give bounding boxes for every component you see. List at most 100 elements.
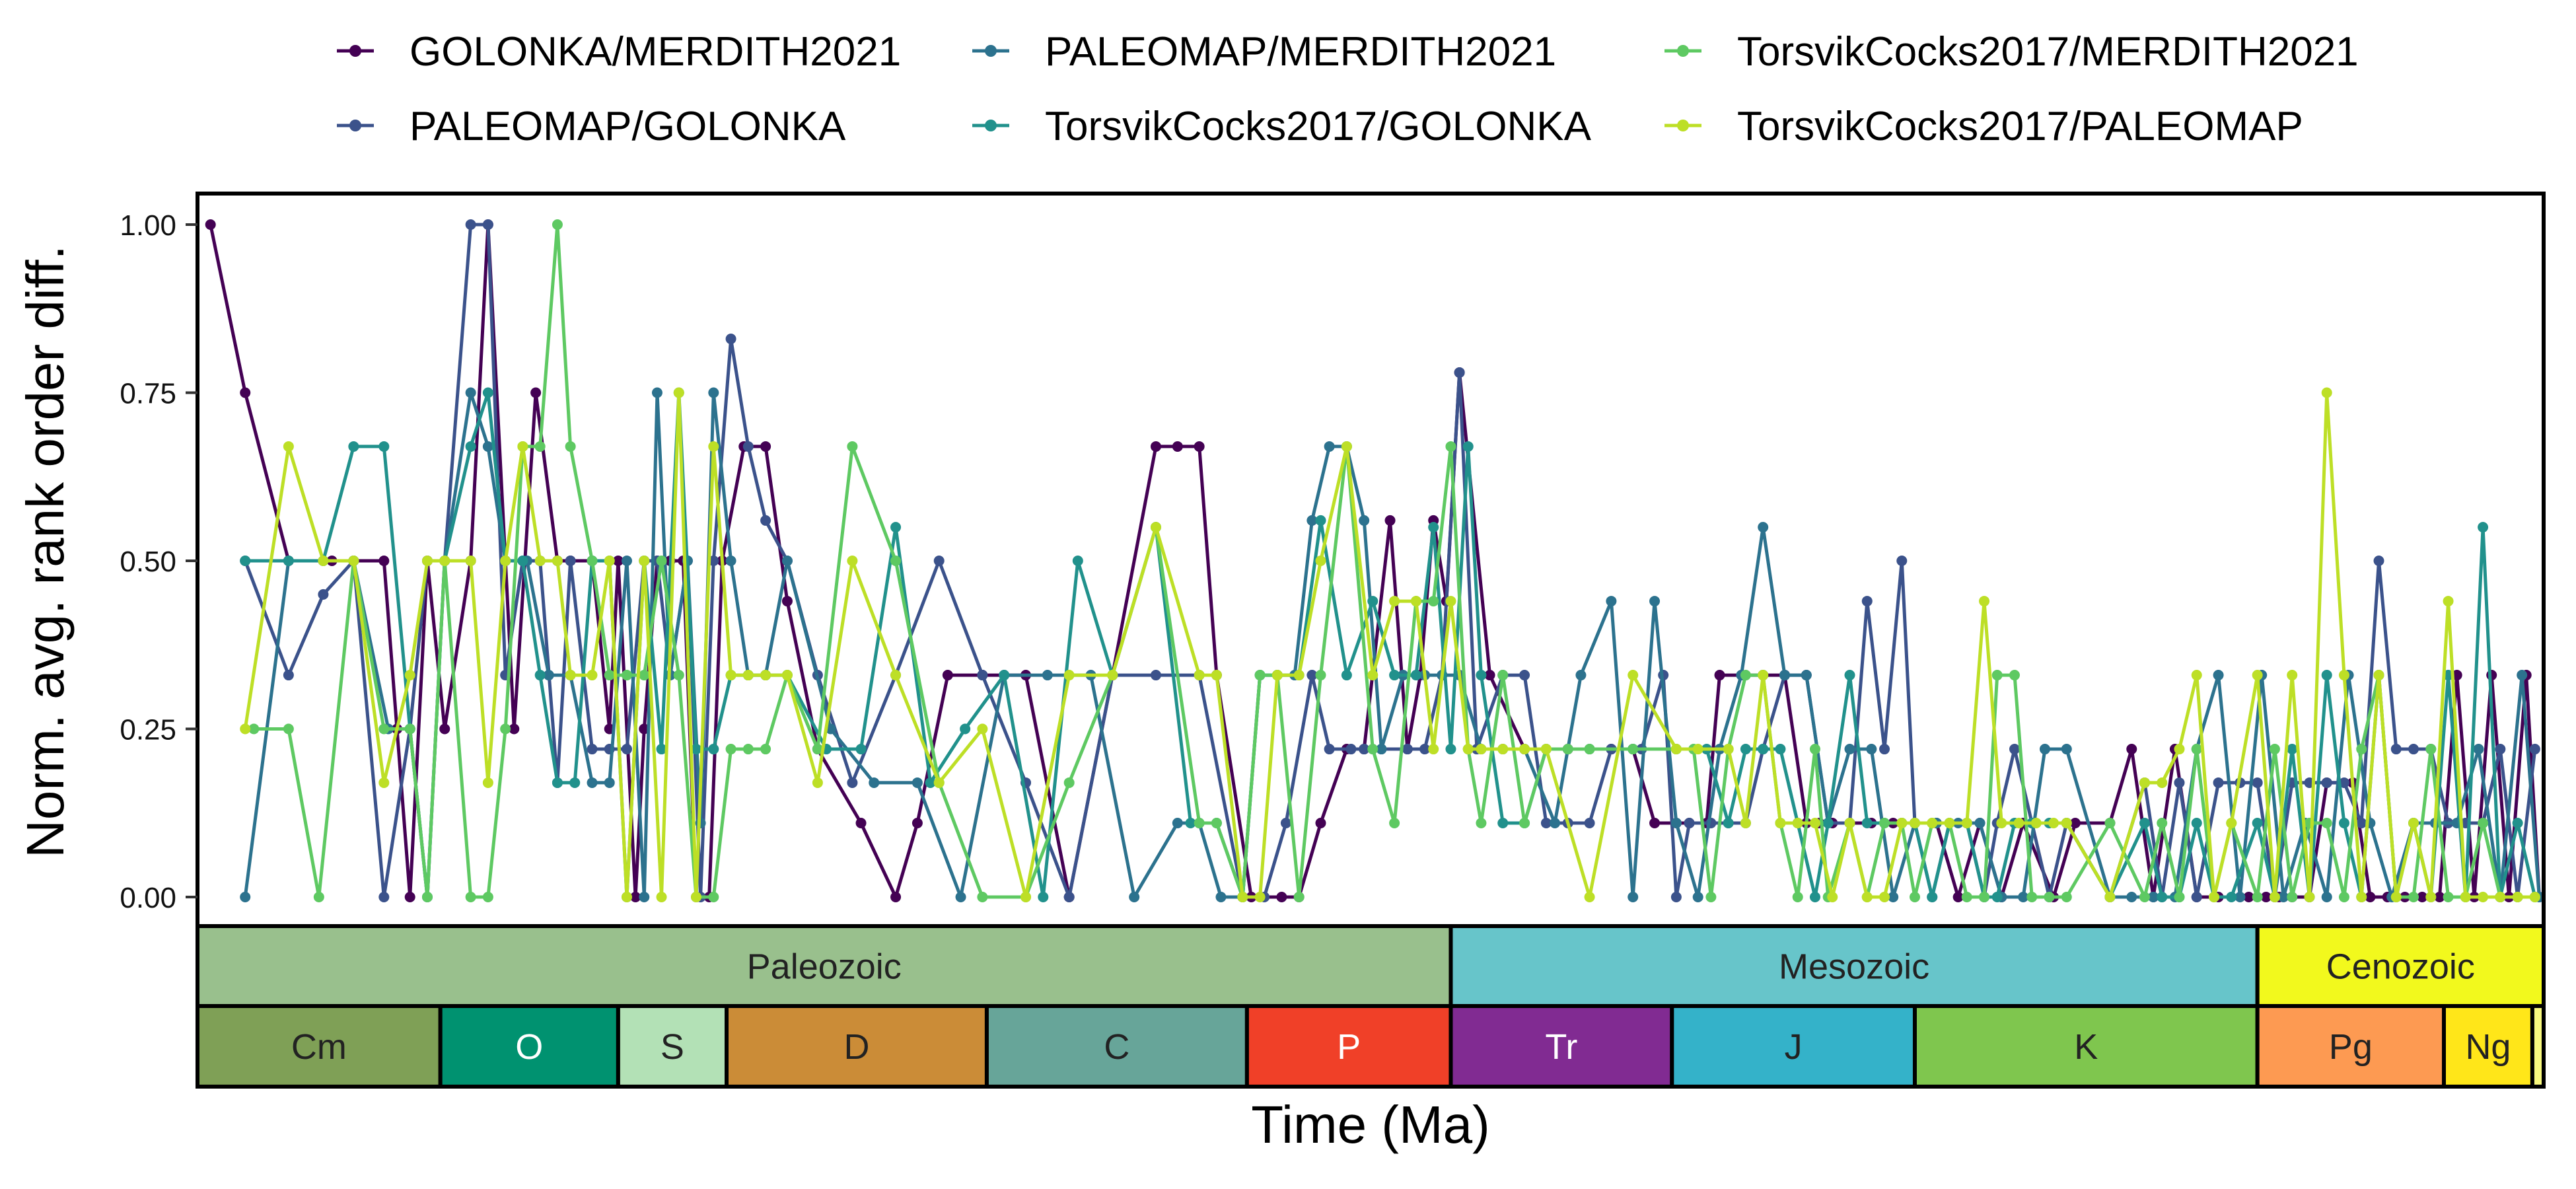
data-point bbox=[2517, 670, 2528, 681]
data-point bbox=[812, 744, 823, 755]
data-point bbox=[2213, 777, 2224, 788]
legend-item: TorsvikCocks2017/MERDITH2021 bbox=[1664, 29, 2359, 75]
data-point bbox=[1194, 818, 1205, 829]
data-point bbox=[725, 334, 736, 345]
data-point bbox=[1484, 670, 1495, 681]
data-point bbox=[1519, 818, 1530, 829]
legend-swatch-point bbox=[1677, 120, 1689, 131]
y-tick-label: 0.75 bbox=[120, 378, 176, 410]
data-point bbox=[1172, 441, 1183, 452]
data-point bbox=[1692, 744, 1703, 755]
data-point bbox=[1775, 744, 1786, 755]
data-point bbox=[1151, 670, 1162, 681]
data-point bbox=[1519, 670, 1530, 681]
data-point bbox=[847, 777, 858, 788]
data-point bbox=[1315, 670, 1326, 681]
data-point bbox=[621, 744, 632, 755]
data-point bbox=[999, 670, 1010, 681]
data-point bbox=[1254, 892, 1266, 902]
data-point bbox=[1562, 744, 1573, 755]
data-point bbox=[283, 670, 294, 681]
data-point bbox=[1324, 744, 1335, 755]
data-point bbox=[1042, 670, 1053, 681]
legend-swatch-point bbox=[1677, 45, 1689, 57]
data-point bbox=[1389, 818, 1400, 829]
data-point bbox=[812, 777, 823, 788]
data-point bbox=[1063, 670, 1075, 681]
period-label: Pg bbox=[2329, 1027, 2373, 1067]
data-point bbox=[1341, 441, 1352, 452]
data-point bbox=[500, 556, 511, 566]
data-point bbox=[2061, 818, 2072, 829]
era-label: Paleozoic bbox=[747, 947, 902, 987]
data-point bbox=[1445, 744, 1456, 755]
data-point bbox=[1879, 892, 1890, 902]
legend-swatch-point bbox=[985, 45, 997, 57]
period-box bbox=[1449, 1004, 1674, 1089]
data-point bbox=[313, 892, 324, 902]
data-point bbox=[1705, 892, 1717, 902]
data-point bbox=[1670, 818, 1682, 829]
era-label: Mesozoic bbox=[1779, 947, 1929, 987]
data-point bbox=[925, 777, 936, 788]
data-point bbox=[1107, 670, 1118, 681]
data-point bbox=[552, 556, 563, 566]
data-point bbox=[2013, 818, 2024, 829]
data-point bbox=[1723, 744, 1734, 755]
data-point bbox=[565, 670, 576, 681]
data-point bbox=[1172, 818, 1183, 829]
legend-swatch-point bbox=[349, 45, 361, 57]
data-point bbox=[604, 670, 615, 681]
data-point bbox=[639, 723, 650, 735]
data-point bbox=[1861, 818, 1873, 829]
data-point bbox=[1575, 670, 1587, 681]
data-point bbox=[1359, 515, 1370, 526]
data-point bbox=[1888, 892, 1899, 902]
data-point bbox=[240, 892, 251, 902]
data-point bbox=[2512, 818, 2523, 829]
data-point bbox=[890, 892, 902, 902]
data-point bbox=[1359, 744, 1370, 755]
legend-label: TorsvikCocks2017/MERDITH2021 bbox=[1737, 29, 2359, 75]
legend-item: PALEOMAP/MERDITH2021 bbox=[972, 29, 1556, 75]
data-point bbox=[1367, 596, 1378, 607]
data-point bbox=[1649, 596, 1661, 607]
data-point bbox=[651, 387, 662, 398]
data-point bbox=[1476, 670, 1487, 681]
data-point bbox=[1280, 818, 1291, 829]
data-point bbox=[708, 744, 719, 755]
data-point bbox=[1410, 596, 1421, 607]
data-point bbox=[847, 441, 858, 452]
data-point bbox=[240, 387, 251, 398]
data-point bbox=[2356, 818, 2367, 829]
data-point bbox=[1063, 892, 1075, 902]
data-point bbox=[1879, 744, 1890, 755]
data-point bbox=[760, 744, 771, 755]
data-point bbox=[1129, 892, 1140, 902]
data-point bbox=[1861, 596, 1873, 607]
data-point bbox=[890, 556, 902, 566]
period-label: Tr bbox=[1545, 1027, 1577, 1067]
data-point bbox=[2126, 744, 2137, 755]
y-axis: 0.00 0.25 0.50 0.75 1.00 bbox=[120, 209, 197, 914]
series-layer bbox=[205, 219, 2544, 902]
data-point bbox=[1861, 892, 1873, 902]
data-point bbox=[482, 892, 493, 902]
data-point bbox=[2213, 670, 2224, 681]
data-point bbox=[2157, 818, 2168, 829]
y-tick-label: 0.25 bbox=[120, 714, 176, 746]
data-point bbox=[587, 777, 598, 788]
data-point bbox=[890, 522, 902, 533]
data-point bbox=[1497, 744, 1509, 755]
data-point bbox=[318, 556, 329, 566]
data-point bbox=[742, 670, 754, 681]
data-point bbox=[1809, 744, 1820, 755]
data-point bbox=[1792, 818, 1803, 829]
period-label: Ng bbox=[2465, 1027, 2511, 1067]
data-point bbox=[1402, 744, 1413, 755]
data-point bbox=[439, 556, 450, 566]
data-point bbox=[1211, 818, 1222, 829]
data-point bbox=[977, 892, 988, 902]
data-point bbox=[691, 892, 702, 902]
data-point bbox=[1315, 818, 1326, 829]
